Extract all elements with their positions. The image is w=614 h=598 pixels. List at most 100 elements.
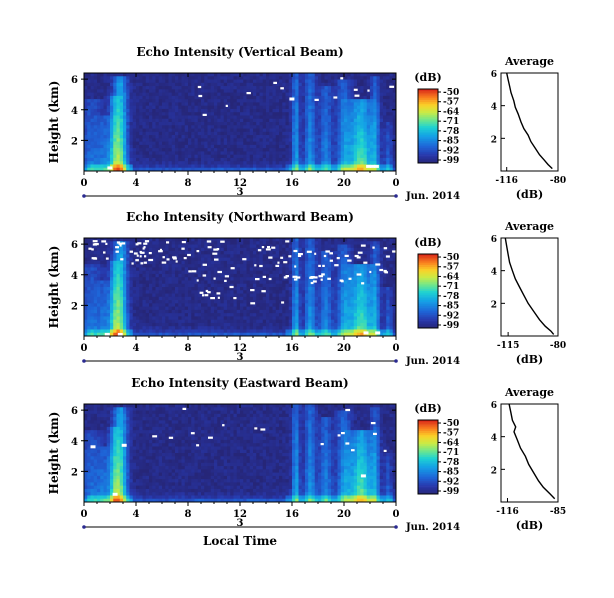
heatmap-cell bbox=[139, 131, 143, 136]
heatmap-cell bbox=[337, 131, 342, 136]
heatmap-cell bbox=[298, 79, 303, 84]
heatmap-cell bbox=[230, 151, 234, 156]
heatmap-cell bbox=[158, 157, 163, 162]
heatmap-cell bbox=[194, 287, 199, 291]
heatmap-cell bbox=[318, 105, 322, 110]
heatmap-cell bbox=[175, 138, 179, 142]
heatmap-cell bbox=[84, 267, 88, 272]
heatmap-cell bbox=[123, 95, 127, 100]
heatmap-cell bbox=[285, 309, 290, 314]
heatmap-cell bbox=[344, 99, 348, 103]
heatmap-cell bbox=[184, 306, 189, 311]
heatmap-cell bbox=[282, 319, 286, 324]
heatmap-cell bbox=[132, 277, 137, 281]
heatmap-cell bbox=[87, 118, 91, 123]
heatmap-cell bbox=[155, 280, 160, 285]
heatmap-cell bbox=[142, 329, 147, 334]
heatmap-cell bbox=[392, 99, 397, 103]
heatmap-cell bbox=[220, 309, 225, 314]
heatmap-cell bbox=[240, 95, 244, 100]
heatmap-cell bbox=[214, 95, 218, 100]
heatmap-cell bbox=[165, 290, 169, 294]
heatmap-cell bbox=[136, 99, 140, 103]
heatmap-cell bbox=[168, 144, 173, 149]
heatmap-cell bbox=[311, 135, 316, 139]
heatmap-cell bbox=[165, 122, 169, 126]
heatmap-cell bbox=[288, 76, 293, 80]
heatmap-cell bbox=[249, 306, 254, 311]
heatmap-cell bbox=[227, 148, 231, 152]
heatmap-cell bbox=[366, 131, 371, 136]
heatmap-cell bbox=[191, 270, 195, 275]
heatmap-cell bbox=[298, 115, 303, 120]
heatmap-cell bbox=[256, 309, 260, 314]
heatmap-cell bbox=[353, 148, 358, 152]
heatmap-cell bbox=[210, 89, 215, 93]
heatmap-cell bbox=[103, 273, 108, 278]
heatmap-cell bbox=[256, 115, 260, 120]
heatmap-cell bbox=[100, 329, 104, 334]
heatmap-cell bbox=[132, 167, 137, 172]
heatmap-cell bbox=[240, 319, 244, 324]
heatmap-cell bbox=[321, 108, 325, 113]
heatmap-cell bbox=[236, 76, 241, 80]
heatmap-cell bbox=[275, 303, 280, 307]
heatmap-cell bbox=[207, 293, 212, 298]
heatmap-cell bbox=[204, 296, 208, 301]
heatmap-cell bbox=[246, 112, 251, 116]
heatmap-cell bbox=[90, 122, 95, 126]
heatmap-cell bbox=[142, 144, 147, 149]
heatmap-cell bbox=[97, 293, 101, 298]
heatmap-cell bbox=[266, 287, 270, 291]
heatmap-cell bbox=[93, 138, 98, 142]
heatmap-cell bbox=[240, 260, 244, 265]
heatmap-cell bbox=[207, 322, 212, 327]
heatmap-cell bbox=[217, 251, 221, 255]
heatmap-cell bbox=[318, 167, 322, 172]
heatmap-cell bbox=[334, 79, 338, 84]
heatmap-cell bbox=[272, 76, 277, 80]
heatmap-cell bbox=[188, 319, 192, 324]
heatmap-cell bbox=[152, 76, 156, 80]
heatmap-cell bbox=[240, 73, 244, 77]
heatmap-cell bbox=[145, 296, 150, 301]
heatmap-cell bbox=[331, 135, 335, 139]
heatmap-cell bbox=[162, 118, 166, 123]
heatmap-cell bbox=[84, 161, 88, 165]
heatmap-cell bbox=[171, 82, 176, 87]
heatmap-cell bbox=[233, 241, 238, 245]
heatmap-cell bbox=[207, 167, 212, 172]
heatmap-cell bbox=[155, 290, 160, 294]
heatmap-cell bbox=[227, 79, 231, 84]
heatmap-cell bbox=[321, 141, 325, 146]
heatmap-cell bbox=[279, 118, 283, 123]
heatmap-cell bbox=[142, 79, 147, 84]
heatmap-cell bbox=[321, 122, 325, 126]
heatmap-cell bbox=[285, 164, 290, 169]
heatmap-cell bbox=[230, 300, 234, 304]
heatmap-cell bbox=[136, 270, 140, 275]
heatmap-cell bbox=[223, 290, 228, 294]
heatmap-cell bbox=[253, 244, 257, 249]
heatmap-cell bbox=[126, 251, 130, 255]
heatmap-cell bbox=[136, 280, 140, 285]
heatmap-cell bbox=[113, 264, 117, 268]
heatmap-cell bbox=[223, 128, 228, 133]
heatmap-cell bbox=[90, 79, 95, 84]
heatmap bbox=[84, 238, 397, 337]
heatmap-cell bbox=[181, 329, 186, 334]
heatmap-cell bbox=[132, 125, 137, 129]
heatmap-cell bbox=[142, 313, 147, 317]
heatmap-cell bbox=[165, 135, 169, 139]
heatmap-cell bbox=[194, 313, 199, 317]
heatmap-cell bbox=[93, 112, 98, 116]
heatmap-cell bbox=[301, 164, 306, 169]
heatmap-cell bbox=[119, 118, 124, 123]
heatmap-cell bbox=[194, 92, 199, 97]
heatmap-cell bbox=[259, 157, 264, 162]
heatmap-cell bbox=[298, 82, 303, 87]
heatmap-cell bbox=[84, 79, 88, 84]
heatmap-cell bbox=[376, 79, 381, 84]
heatmap-cell bbox=[155, 273, 160, 278]
heatmap-cell bbox=[188, 161, 192, 165]
